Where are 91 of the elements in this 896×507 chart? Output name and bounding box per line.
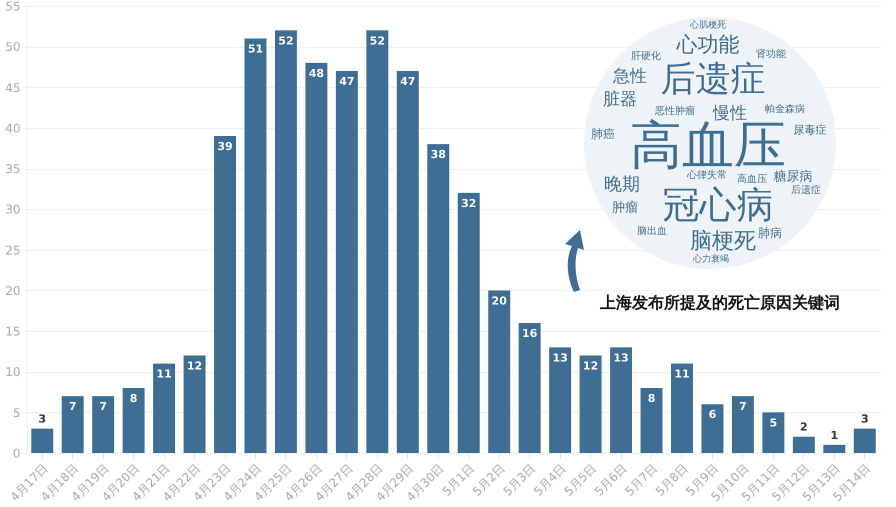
data-label: 51	[248, 42, 264, 56]
y-tick-label: 0	[12, 446, 20, 460]
bar	[122, 388, 145, 453]
data-label: 13	[552, 351, 568, 364]
data-label: 11	[674, 368, 690, 381]
data-label: 16	[522, 326, 538, 340]
bar	[671, 364, 693, 453]
annotation: 尿毒症	[794, 124, 826, 136]
y-tick-label: 50	[5, 40, 20, 54]
bar	[92, 396, 114, 453]
data-label: 8	[648, 392, 656, 405]
annotation: 脑出血	[637, 226, 667, 237]
data-label: 13	[613, 351, 629, 364]
annotation: 心肌梗死	[690, 20, 726, 30]
annotation: 冠心病	[662, 184, 774, 226]
annotation: 后遗症	[791, 185, 821, 196]
data-label: 11	[156, 368, 172, 381]
annotation: 高血压	[737, 174, 767, 185]
annotation: 晚期	[604, 174, 640, 195]
bar	[274, 30, 297, 453]
bar	[336, 71, 358, 453]
y-tick-label: 30	[5, 202, 20, 217]
annotation: 后遗症	[660, 60, 766, 100]
bar	[580, 355, 602, 453]
data-label: 20	[492, 294, 508, 308]
bar	[31, 428, 54, 453]
data-label: 7	[739, 400, 747, 414]
data-label: 8	[130, 392, 138, 405]
data-label: 3	[38, 412, 46, 426]
data-label: 5	[770, 416, 778, 430]
annotation: 肺癌	[591, 127, 615, 141]
bar	[488, 290, 510, 453]
y-tick-label: 5	[12, 406, 20, 420]
data-label: 52	[370, 34, 385, 48]
bar	[823, 444, 846, 453]
data-label: 52	[278, 34, 294, 48]
y-tick-label: 20	[5, 284, 20, 298]
bar	[458, 192, 480, 453]
annotation: 心力衰竭	[693, 254, 729, 264]
y-tick-label: 55	[5, 0, 20, 14]
data-label: 12	[582, 359, 598, 372]
bar	[184, 355, 206, 453]
data-label: 48	[308, 66, 324, 80]
annotation: 上海发布所提及的死亡原因关键词	[600, 293, 840, 312]
data-label: 39	[217, 140, 233, 154]
data-label: 47	[339, 75, 355, 88]
data-label: 2	[800, 420, 808, 434]
y-tick-label: 15	[5, 324, 20, 339]
y-tick-label: 45	[5, 80, 20, 95]
bar	[792, 436, 815, 453]
bar	[305, 62, 328, 453]
annotation: 恶性肿瘤	[655, 106, 695, 117]
annotation: 肺病	[758, 226, 782, 240]
bar	[518, 322, 541, 453]
bar	[732, 396, 754, 453]
bar	[396, 71, 419, 453]
annotation: 脑梗死	[690, 229, 756, 254]
bar	[427, 144, 450, 453]
bar	[701, 404, 724, 453]
data-label: 1	[830, 428, 838, 442]
bar	[549, 347, 572, 453]
annotation: 肝硬化	[631, 51, 661, 62]
y-tick-label: 40	[5, 121, 20, 136]
annotation: 急性	[613, 66, 647, 86]
annotation: 脏器	[603, 90, 637, 110]
bar	[640, 388, 662, 453]
bar	[610, 347, 632, 453]
data-label: 38	[430, 148, 446, 162]
y-tick-label: 25	[5, 243, 20, 258]
annotation: 糖尿病	[774, 170, 812, 184]
bar	[62, 396, 84, 453]
annotation: 心功能	[676, 32, 740, 56]
annotation: 心律失常	[687, 170, 727, 181]
bar	[214, 136, 236, 453]
data-label: 12	[186, 359, 202, 372]
bar	[153, 364, 176, 453]
bar	[762, 412, 784, 453]
annotation: 肿瘤	[612, 200, 638, 216]
data-label: 3	[860, 412, 869, 426]
bar	[854, 428, 876, 453]
y-tick-label: 10	[5, 365, 20, 380]
data-label: 7	[68, 400, 77, 414]
data-label: 6	[708, 408, 717, 422]
data-label: 7	[99, 400, 107, 414]
bar	[366, 30, 388, 453]
bar	[244, 38, 266, 453]
annotation: 帕金森病	[765, 104, 805, 115]
data-label: 47	[400, 75, 416, 88]
data-label: 32	[461, 196, 476, 210]
annotation: 肾功能	[756, 49, 786, 60]
y-tick-label: 35	[5, 162, 20, 176]
